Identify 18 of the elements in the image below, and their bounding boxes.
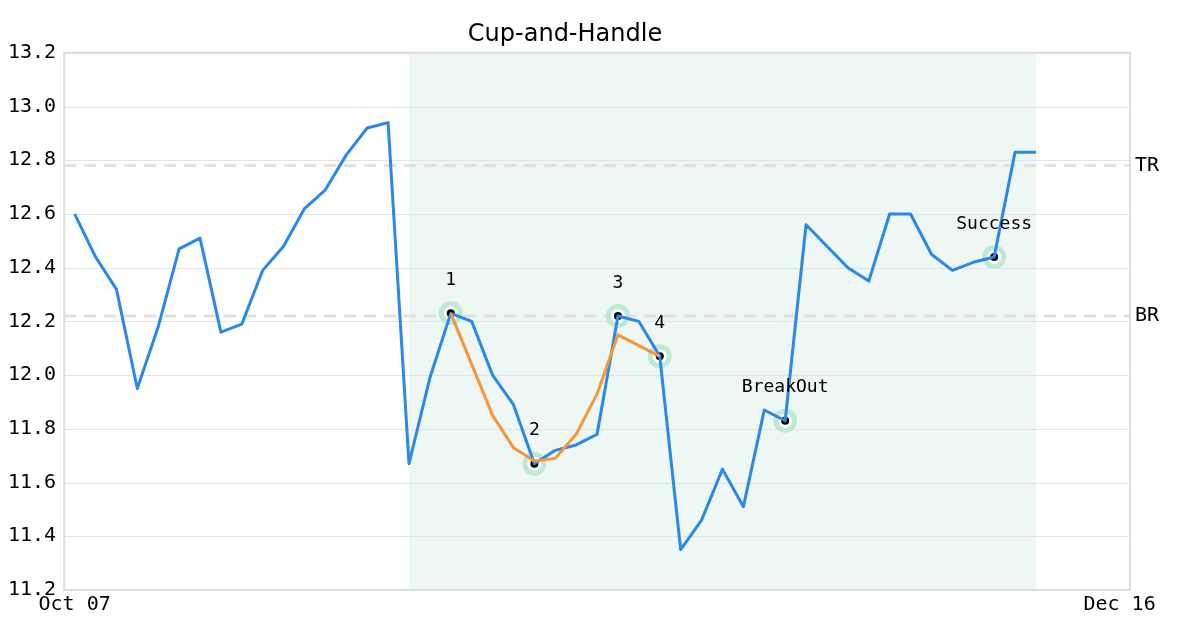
y-tick-label: 12.2 [7,307,57,332]
annotation: 3 [612,270,624,292]
y-tick-label: 11.8 [7,415,57,440]
y-tick-label: 11.4 [7,522,57,547]
annotation: 2 [528,418,540,440]
y-tick-label: 13.0 [7,92,57,117]
ref-line-label: BR [1135,302,1161,327]
ref-line-label: TR [1135,151,1161,176]
chart-title: Cup-and-Handle [467,18,663,47]
y-tick-label: 12.4 [7,253,57,278]
y-tick-label: 12.0 [7,361,57,386]
annotation: 1 [445,268,457,290]
y-tick-label: 13.2 [7,39,57,63]
annotation: 4 [654,310,666,332]
y-tick-label: 12.8 [7,146,57,171]
x-tick-label: Dec 16 [1083,591,1156,616]
y-tick-label: 12.6 [7,200,57,225]
y-tick-label: 11.6 [7,468,57,493]
